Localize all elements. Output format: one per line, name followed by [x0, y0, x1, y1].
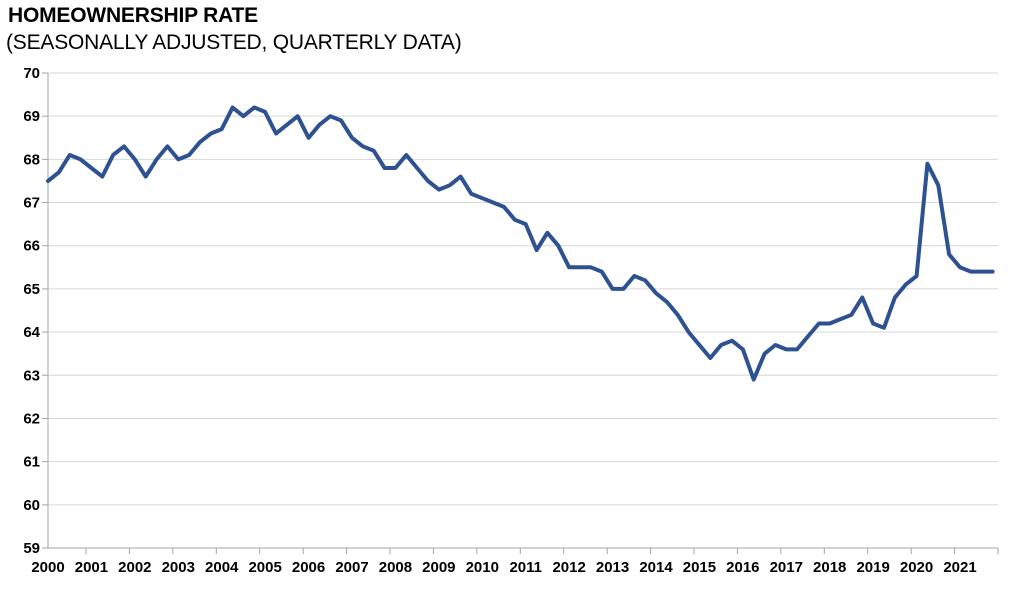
- x-tick-label: 2021: [943, 559, 976, 576]
- y-tick-label: 59: [23, 540, 40, 557]
- y-tick-label: 69: [23, 108, 40, 125]
- x-tick-label: 2010: [466, 559, 499, 576]
- x-tick-label: 2006: [292, 559, 325, 576]
- x-tick-label: 2011: [509, 559, 542, 576]
- y-tick-label: 67: [23, 195, 40, 212]
- chart-subtitle: (SEASONALLY ADJUSTED, QUARTERLY DATA): [6, 31, 462, 54]
- chart-title: HOMEOWNERSHIP RATE: [8, 4, 258, 27]
- y-tick-label: 65: [23, 281, 40, 298]
- x-tick-label: 2004: [205, 559, 239, 576]
- x-tick-label: 2020: [900, 559, 933, 576]
- x-tick-label: 2005: [248, 559, 281, 576]
- y-tick-label: 70: [23, 65, 40, 82]
- y-tick-label: 63: [23, 367, 40, 384]
- x-tick-label: 2009: [422, 559, 455, 576]
- y-tick-label: 66: [23, 238, 40, 255]
- x-tick-label: 2014: [639, 559, 673, 576]
- y-tick-label: 60: [23, 497, 40, 514]
- x-tick-label: 2017: [770, 559, 803, 576]
- y-tick-label: 62: [23, 410, 40, 427]
- x-tick-label: 2013: [596, 559, 629, 576]
- x-tick-label: 2002: [118, 559, 151, 576]
- x-tick-label: 2007: [335, 559, 368, 576]
- x-tick-label: 2019: [856, 559, 889, 576]
- x-tick-label: 2015: [683, 559, 716, 576]
- x-tick-label: 2012: [552, 559, 585, 576]
- x-tick-label: 2000: [31, 559, 64, 576]
- y-tick-label: 68: [23, 151, 40, 168]
- y-tick-label: 64: [23, 324, 40, 341]
- y-tick-label: 61: [23, 454, 40, 471]
- x-tick-label: 2003: [162, 559, 195, 576]
- x-tick-label: 2001: [75, 559, 108, 576]
- x-tick-label: 2008: [379, 559, 412, 576]
- data-line-homeownership-rate: [46, 105, 995, 382]
- x-tick-label: 2016: [726, 559, 759, 576]
- x-tick-label: 2018: [813, 559, 846, 576]
